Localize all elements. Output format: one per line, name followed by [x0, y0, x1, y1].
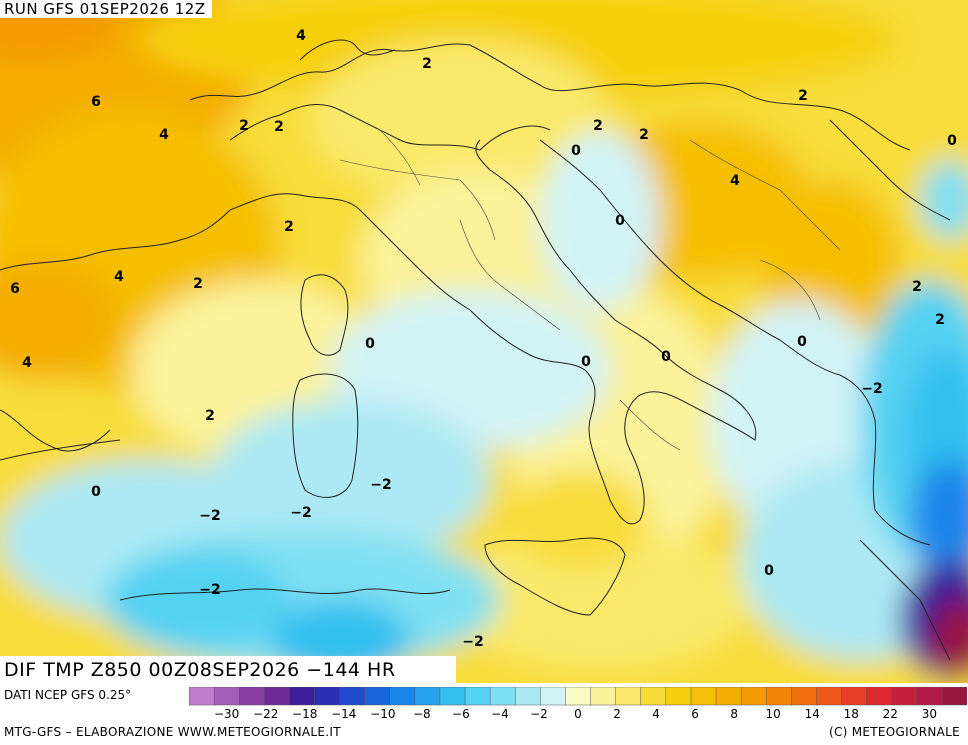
colorbar-tick-label: −30	[213, 707, 240, 721]
colorbar-swatch	[816, 687, 843, 706]
colorbar-tick-label: −10	[370, 707, 396, 721]
colorbar-swatch	[791, 687, 818, 706]
colorbar-swatch	[740, 687, 767, 706]
footer-copyright: (C) METEOGIORNALE	[828, 725, 960, 739]
colorbar-swatch	[565, 687, 592, 706]
contour-label: 2	[205, 408, 215, 424]
contour-label: 2	[798, 88, 808, 104]
colorbar-tick-label: 18	[843, 707, 859, 721]
contour-label: −2	[370, 477, 391, 493]
colorbar-swatch	[238, 687, 266, 706]
contour-label: 0	[615, 213, 625, 229]
colorbar-swatch	[414, 687, 441, 706]
colorbar-swatch	[615, 687, 642, 706]
contour-label: −2	[199, 508, 220, 524]
colorbar-tick-label: 2	[613, 707, 621, 721]
colorbar-swatch	[891, 687, 918, 706]
contour-label: 2	[274, 119, 284, 135]
contour-label: 2	[593, 118, 603, 134]
colorbar-tick-label: 10	[765, 707, 781, 721]
colorbar-swatch	[665, 687, 692, 706]
contour-label: 2	[239, 118, 249, 134]
colorbar-swatch	[289, 687, 316, 706]
contour-label: 0	[581, 354, 591, 370]
contour-label: −2	[861, 381, 882, 397]
colorbar-swatch	[540, 687, 567, 706]
colorbar-swatch	[264, 687, 291, 706]
contour-label: 2	[193, 276, 203, 292]
colorbar-tick-label: −6	[452, 707, 470, 721]
contour-label: −2	[462, 634, 483, 650]
contour-label: 6	[10, 281, 20, 297]
colorbar-swatch	[866, 687, 893, 706]
contour-label: 2	[639, 127, 649, 143]
colorbar-tick-label: 0	[574, 707, 582, 721]
contour-label: 2	[935, 312, 945, 328]
colorbar-tick-label: 14	[804, 707, 820, 721]
colorbar	[189, 687, 967, 706]
colorbar-swatch	[941, 687, 967, 706]
temperature-anomaly-map: 4 6 4 2 2 2 2 2 2 4 2 0 0 4 0 6 4 2 2 2 …	[0, 0, 968, 683]
contour-label: 2	[912, 279, 922, 295]
contour-label: 4	[730, 173, 740, 189]
colorbar-tick-label: 22	[882, 707, 898, 721]
colorbar-swatch	[339, 687, 366, 706]
contour-labels: 4 6 4 2 2 2 2 2 2 4 2 0 0 4 0 6 4 2 2 2 …	[10, 28, 957, 650]
colorbar-swatch	[489, 687, 517, 706]
colorbar-swatch	[439, 687, 466, 706]
colorbar-swatch	[314, 687, 341, 706]
data-source-label: DATI NCEP GFS 0.25°	[4, 688, 132, 702]
map-title: DIF TMP Z850 00Z08SEP2026 −144 HR	[0, 656, 456, 684]
colorbar-tick-label: 30	[921, 707, 937, 721]
colorbar-tick-label: −8	[412, 707, 431, 721]
colorbar-tick-label: 6	[691, 707, 699, 721]
colorbar-swatch	[464, 687, 491, 706]
colorbar-swatch	[189, 687, 215, 706]
contour-label: 2	[284, 219, 294, 235]
colorbar-swatch	[640, 687, 667, 706]
contour-label: 4	[22, 355, 32, 371]
region-borders	[339, 129, 841, 451]
colorbar-swatch	[916, 687, 943, 706]
colorbar-tick-label: 4	[652, 707, 660, 721]
contour-label: 4	[159, 127, 169, 143]
colorbar-tick-label: −4	[491, 707, 509, 721]
colorbar-swatch	[841, 687, 868, 706]
contour-label: 4	[114, 269, 124, 285]
colorbar-swatch	[715, 687, 742, 706]
contour-label: −2	[290, 505, 311, 521]
contour-label: 0	[764, 563, 774, 579]
contour-label: 0	[91, 484, 101, 500]
contour-label: 0	[571, 143, 581, 159]
contour-label: −2	[199, 582, 220, 598]
contour-label: 0	[661, 349, 671, 365]
colorbar-tick-label: −2	[530, 707, 548, 721]
colorbar-tick-label: −18	[292, 707, 318, 721]
colorbar-tick-label: −14	[331, 707, 357, 721]
colorbar-tick-label: −22	[253, 707, 279, 721]
contour-label: 2	[422, 56, 432, 72]
anomaly-field	[0, 0, 968, 683]
colorbar-swatch	[690, 687, 717, 706]
coastlines	[0, 39, 951, 661]
contour-label: 0	[947, 133, 957, 149]
contour-label: 0	[797, 334, 807, 350]
colorbar-tick-label: 8	[730, 707, 738, 721]
colorbar-swatch	[389, 687, 416, 706]
contour-label: 4	[296, 28, 306, 44]
colorbar-swatch	[515, 687, 542, 706]
colorbar-swatch	[213, 687, 240, 706]
footer-credit: MTG-GFS – ELABORAZIONE WWW.METEOGIORNALE…	[4, 725, 341, 739]
contour-label: 0	[365, 336, 375, 352]
colorbar-swatch	[364, 687, 391, 706]
colorbar-swatch	[590, 687, 617, 706]
colorbar-swatch	[765, 687, 793, 706]
run-label: RUN GFS 01SEP2026 12Z	[0, 0, 212, 18]
contour-label: 6	[91, 94, 101, 110]
